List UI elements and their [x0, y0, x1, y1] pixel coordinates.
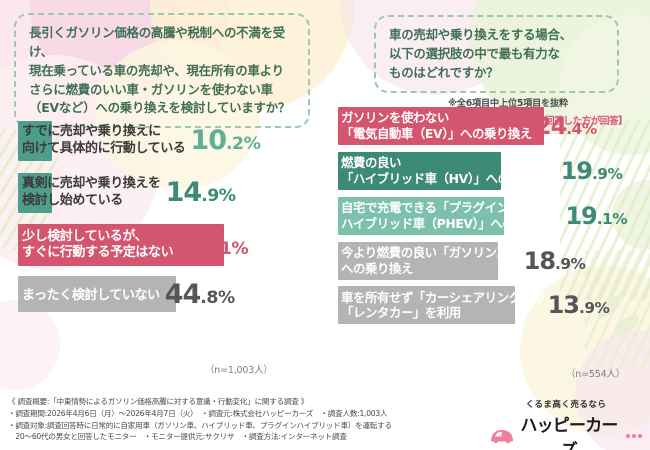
result-label: 車を所有せず「カーシェアリング」や 「レンタカー」を利用	[341, 289, 545, 321]
result-label-wrap: 自宅で充電できる「プラグイン ハイブリッド車（PHEV）」への乗り換え	[338, 196, 563, 235]
result-percentage: 10.2%	[190, 127, 260, 154]
percentage-fraction: .9%	[201, 186, 236, 207]
result-percentage: 18.9%	[524, 249, 586, 273]
result-row: 自宅で充電できる「プラグイン ハイブリッド車（PHEV）」への乗り換え 19.1%	[338, 196, 644, 235]
result-label-wrap: 少し検討しているが、 すぐに行動する予定はない	[10, 224, 224, 267]
result-percentage: 30.1%	[178, 232, 248, 259]
result-percentage: 44.8%	[165, 281, 235, 308]
percentage-fraction: .1%	[596, 209, 628, 228]
result-row: 今より燃費の良い「ガソリン車」 への乗り換え 18.9%	[338, 241, 644, 280]
logo-brand-row: ハッピーカーズ	[490, 411, 642, 450]
result-label-wrap: ガソリンを使わない 「電気自動車（EV）」への乗り換え	[338, 106, 544, 145]
result-row: 燃費の良い 「ハイブリッド車（HV）」への乗り換え 19.9%	[338, 151, 644, 190]
question-bubble-left: 長引くガソリン価格の高騰や税制への不満を受け、 現在乗っている車の売却や、現在所…	[14, 13, 310, 129]
survey-overview-footer: 《 調査概要:「中東情勢によるガソリン価格高騰に対する意識・行動変化」に関する調…	[8, 397, 392, 442]
percentage-integer: 10	[190, 125, 227, 157]
result-percentage: 14.9%	[166, 179, 236, 206]
percentage-integer: 44	[164, 278, 202, 310]
results-column-left: すでに売却や乗り換えに 向けて具体的に行動している 10.2% 真剣に売却や乗り換え…	[10, 120, 330, 327]
percentage-integer: 18	[523, 246, 556, 275]
result-label: 自宅で充電できる「プラグイン ハイブリッド車（PHEV）」への乗り換え	[341, 199, 563, 231]
percentage-fraction: .9%	[555, 254, 586, 273]
result-row: 少し検討しているが、 すぐに行動する予定はない 30.1%	[10, 224, 330, 267]
result-highlight-chip	[18, 224, 224, 267]
result-row: ガソリンを使わない 「電気自動車（EV）」への乗り換え 24.4%	[338, 106, 644, 145]
logo-brand-name: ハッピーカーズ	[520, 416, 618, 450]
result-row: まったく検討していない 44.8%	[10, 276, 330, 313]
results-column-right: ガソリンを使わない 「電気自動車（EV）」への乗り換え 24.4% 燃費の良い 「ハ…	[338, 106, 644, 334]
percentage-integer: 30	[178, 229, 215, 261]
result-label: 燃費の良い 「ハイブリッド車（HV）」への乗り換え	[341, 154, 558, 186]
result-row: 車を所有せず「カーシェアリング」や 「レンタカー」を利用 13.9%	[338, 286, 644, 325]
percentage-fraction: .1%	[213, 238, 249, 259]
result-percentage: 19.9%	[561, 159, 623, 183]
result-label-wrap: 真剣に売却や乗り換えを 検討し始めている	[10, 172, 161, 213]
result-highlight-chip	[18, 120, 52, 161]
result-highlight-chip	[338, 241, 498, 280]
result-label-wrap: 車を所有せず「カーシェアリング」や 「レンタカー」を利用	[338, 286, 545, 325]
result-percentage: 13.9%	[548, 293, 610, 317]
result-label: ガソリンを使わない 「電気自動車（EV）」への乗り換え	[341, 110, 532, 141]
result-label-wrap: すでに売却や乗り換えに 向けて具体的に行動している	[10, 120, 186, 161]
brand-logo: くるま高く売るなら ハッピーカーズ	[490, 398, 642, 450]
car-icon	[490, 429, 514, 444]
result-row: 真剣に売却や乗り換えを 検討し始めている 14.9%	[10, 172, 330, 213]
percentage-integer: 19	[560, 156, 593, 185]
result-highlight-chip	[338, 196, 504, 235]
result-label: まったく検討していない	[22, 287, 160, 303]
result-label: すでに売却や乗り換えに 向けて具体的に行動している	[22, 124, 186, 156]
result-label: 真剣に売却や乗り換えを 検討し始めている	[22, 176, 161, 208]
percentage-fraction: .9%	[579, 299, 610, 318]
percentage-integer: 19	[565, 201, 597, 230]
result-highlight-chip	[18, 276, 176, 313]
logo-tagline: くるま高く売るなら	[525, 400, 607, 410]
percentage-fraction: .9%	[591, 164, 623, 183]
result-percentage: 24.4%	[535, 114, 597, 138]
result-row: すでに売却や乗り換えに 向けて具体的に行動している 10.2%	[10, 120, 330, 161]
result-label: 今より燃費の良い「ガソリン車」 への乗り換え	[341, 244, 521, 276]
percentage-fraction: .2%	[226, 134, 261, 155]
result-highlight-chip	[338, 286, 515, 325]
result-highlight-chip	[18, 172, 52, 213]
percentage-fraction: .4%	[566, 119, 597, 138]
sample-size-right: （n=554人）	[566, 369, 626, 380]
result-label-wrap: 今より燃費の良い「ガソリン車」 への乗り換え	[338, 241, 521, 280]
percentage-integer: 24	[534, 111, 567, 140]
result-percentage: 19.1%	[565, 204, 627, 228]
percentage-integer: 14	[165, 177, 203, 209]
logo-dots-icon	[626, 434, 642, 438]
percentage-fraction: .8%	[200, 287, 235, 308]
result-label: 少し検討しているが、 すぐに行動する予定はない	[22, 228, 174, 261]
result-label-wrap: まったく検討していない	[10, 276, 176, 313]
sample-size-left: （n=1,003人）	[205, 365, 273, 376]
percentage-integer: 13	[547, 291, 580, 320]
note-excerpt: ※全6項目中上位5項目を抜粋	[448, 98, 569, 109]
result-highlight-chip	[338, 151, 501, 190]
result-highlight-chip	[338, 106, 544, 145]
result-label-wrap: 燃費の良い 「ハイブリッド車（HV）」への乗り換え	[338, 151, 558, 190]
question-bubble-right: 車の売却や乗り換えをする場合、 以下の選択肢の中で最も有力な ものはどれですか？	[374, 15, 619, 93]
